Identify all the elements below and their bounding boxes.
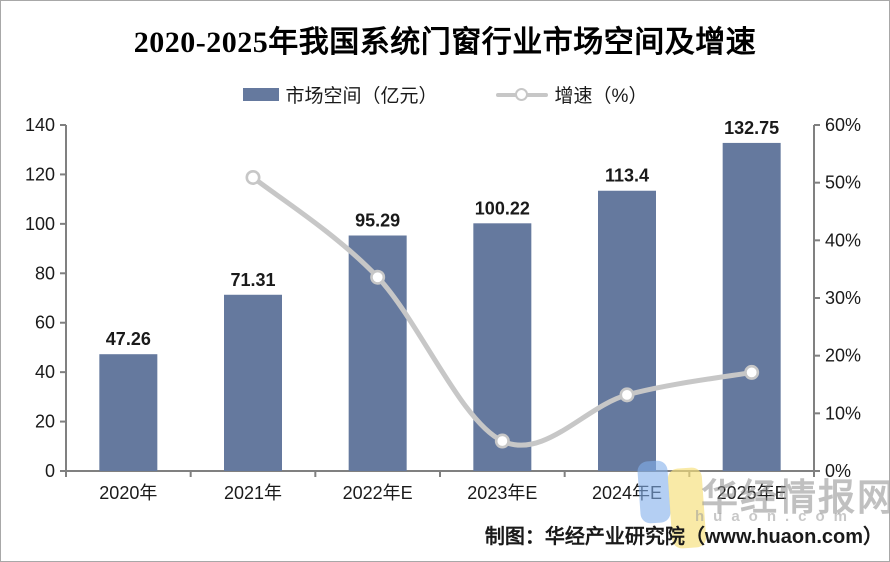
right-axis-tick-label: 50% <box>825 173 861 193</box>
left-axis-tick-label: 140 <box>25 115 55 135</box>
legend-bar-label: 市场空间（亿元） <box>285 86 438 107</box>
left-axis-tick-label: 120 <box>25 164 55 184</box>
bar-value-label: 71.31 <box>230 270 275 290</box>
bar-2021年 <box>224 294 282 471</box>
legend-line-label: 增速（%） <box>554 86 648 107</box>
growth-line-marker <box>619 387 635 403</box>
bar-2024年E <box>598 190 656 472</box>
bar-value-label: 100.22 <box>475 198 530 218</box>
bar-value-label: 95.29 <box>355 210 400 230</box>
x-axis-category-label: 2021年 <box>224 483 282 503</box>
left-axis-tick-label: 80 <box>35 263 55 283</box>
chart-title: 2020-2025年我国系统门窗行业市场空间及增速 <box>133 26 757 59</box>
right-axis-tick-label: 20% <box>825 346 861 366</box>
bar-2020年 <box>99 354 158 471</box>
bar-value-label: 113.4 <box>605 166 649 186</box>
left-axis-tick-label: 20 <box>35 412 55 432</box>
right-axis-tick-label: 60% <box>825 115 861 135</box>
growth-line-marker <box>744 364 760 380</box>
legend: 市场空间（亿元） 增速（%） <box>1 81 889 108</box>
left-axis-tick-label: 100 <box>25 214 55 234</box>
left-axis-tick-label: 0 <box>45 461 55 481</box>
bar-value-label: 47.26 <box>106 329 151 349</box>
right-axis-tick-label: 40% <box>825 230 861 250</box>
right-axis-tick-label: 10% <box>825 403 861 423</box>
x-axis-category-label: 2022年E <box>343 483 413 503</box>
watermark-logo-blue-shape <box>636 460 672 524</box>
growth-line-marker <box>494 433 510 449</box>
watermark-brand-text: 华经情报网 <box>701 477 890 518</box>
right-axis-tick-label: 0% <box>825 461 851 481</box>
bar-2025年E <box>722 142 781 472</box>
bar-value-label: 132.75 <box>724 118 779 138</box>
line-marker-icon <box>495 88 548 101</box>
bar-swatch-icon <box>242 88 279 101</box>
left-axis-tick-label: 40 <box>35 362 55 382</box>
x-axis-category-label: 2023年E <box>467 483 537 503</box>
x-axis-category-label: 2020年 <box>99 483 157 503</box>
right-axis-tick-label: 30% <box>825 288 861 308</box>
left-axis-tick-label: 60 <box>35 313 55 333</box>
legend-item-market-space: 市场空间（亿元） <box>242 81 438 108</box>
growth-line-marker <box>245 169 261 185</box>
x-axis-category-label: 2025年E <box>717 483 787 503</box>
legend-item-growth: 增速（%） <box>495 81 648 108</box>
watermark-domain-text: huaon.com <box>695 508 857 525</box>
growth-line-marker <box>370 269 386 285</box>
source-caption: 制图：华经产业研究院（www.huaon.com） <box>484 526 883 548</box>
